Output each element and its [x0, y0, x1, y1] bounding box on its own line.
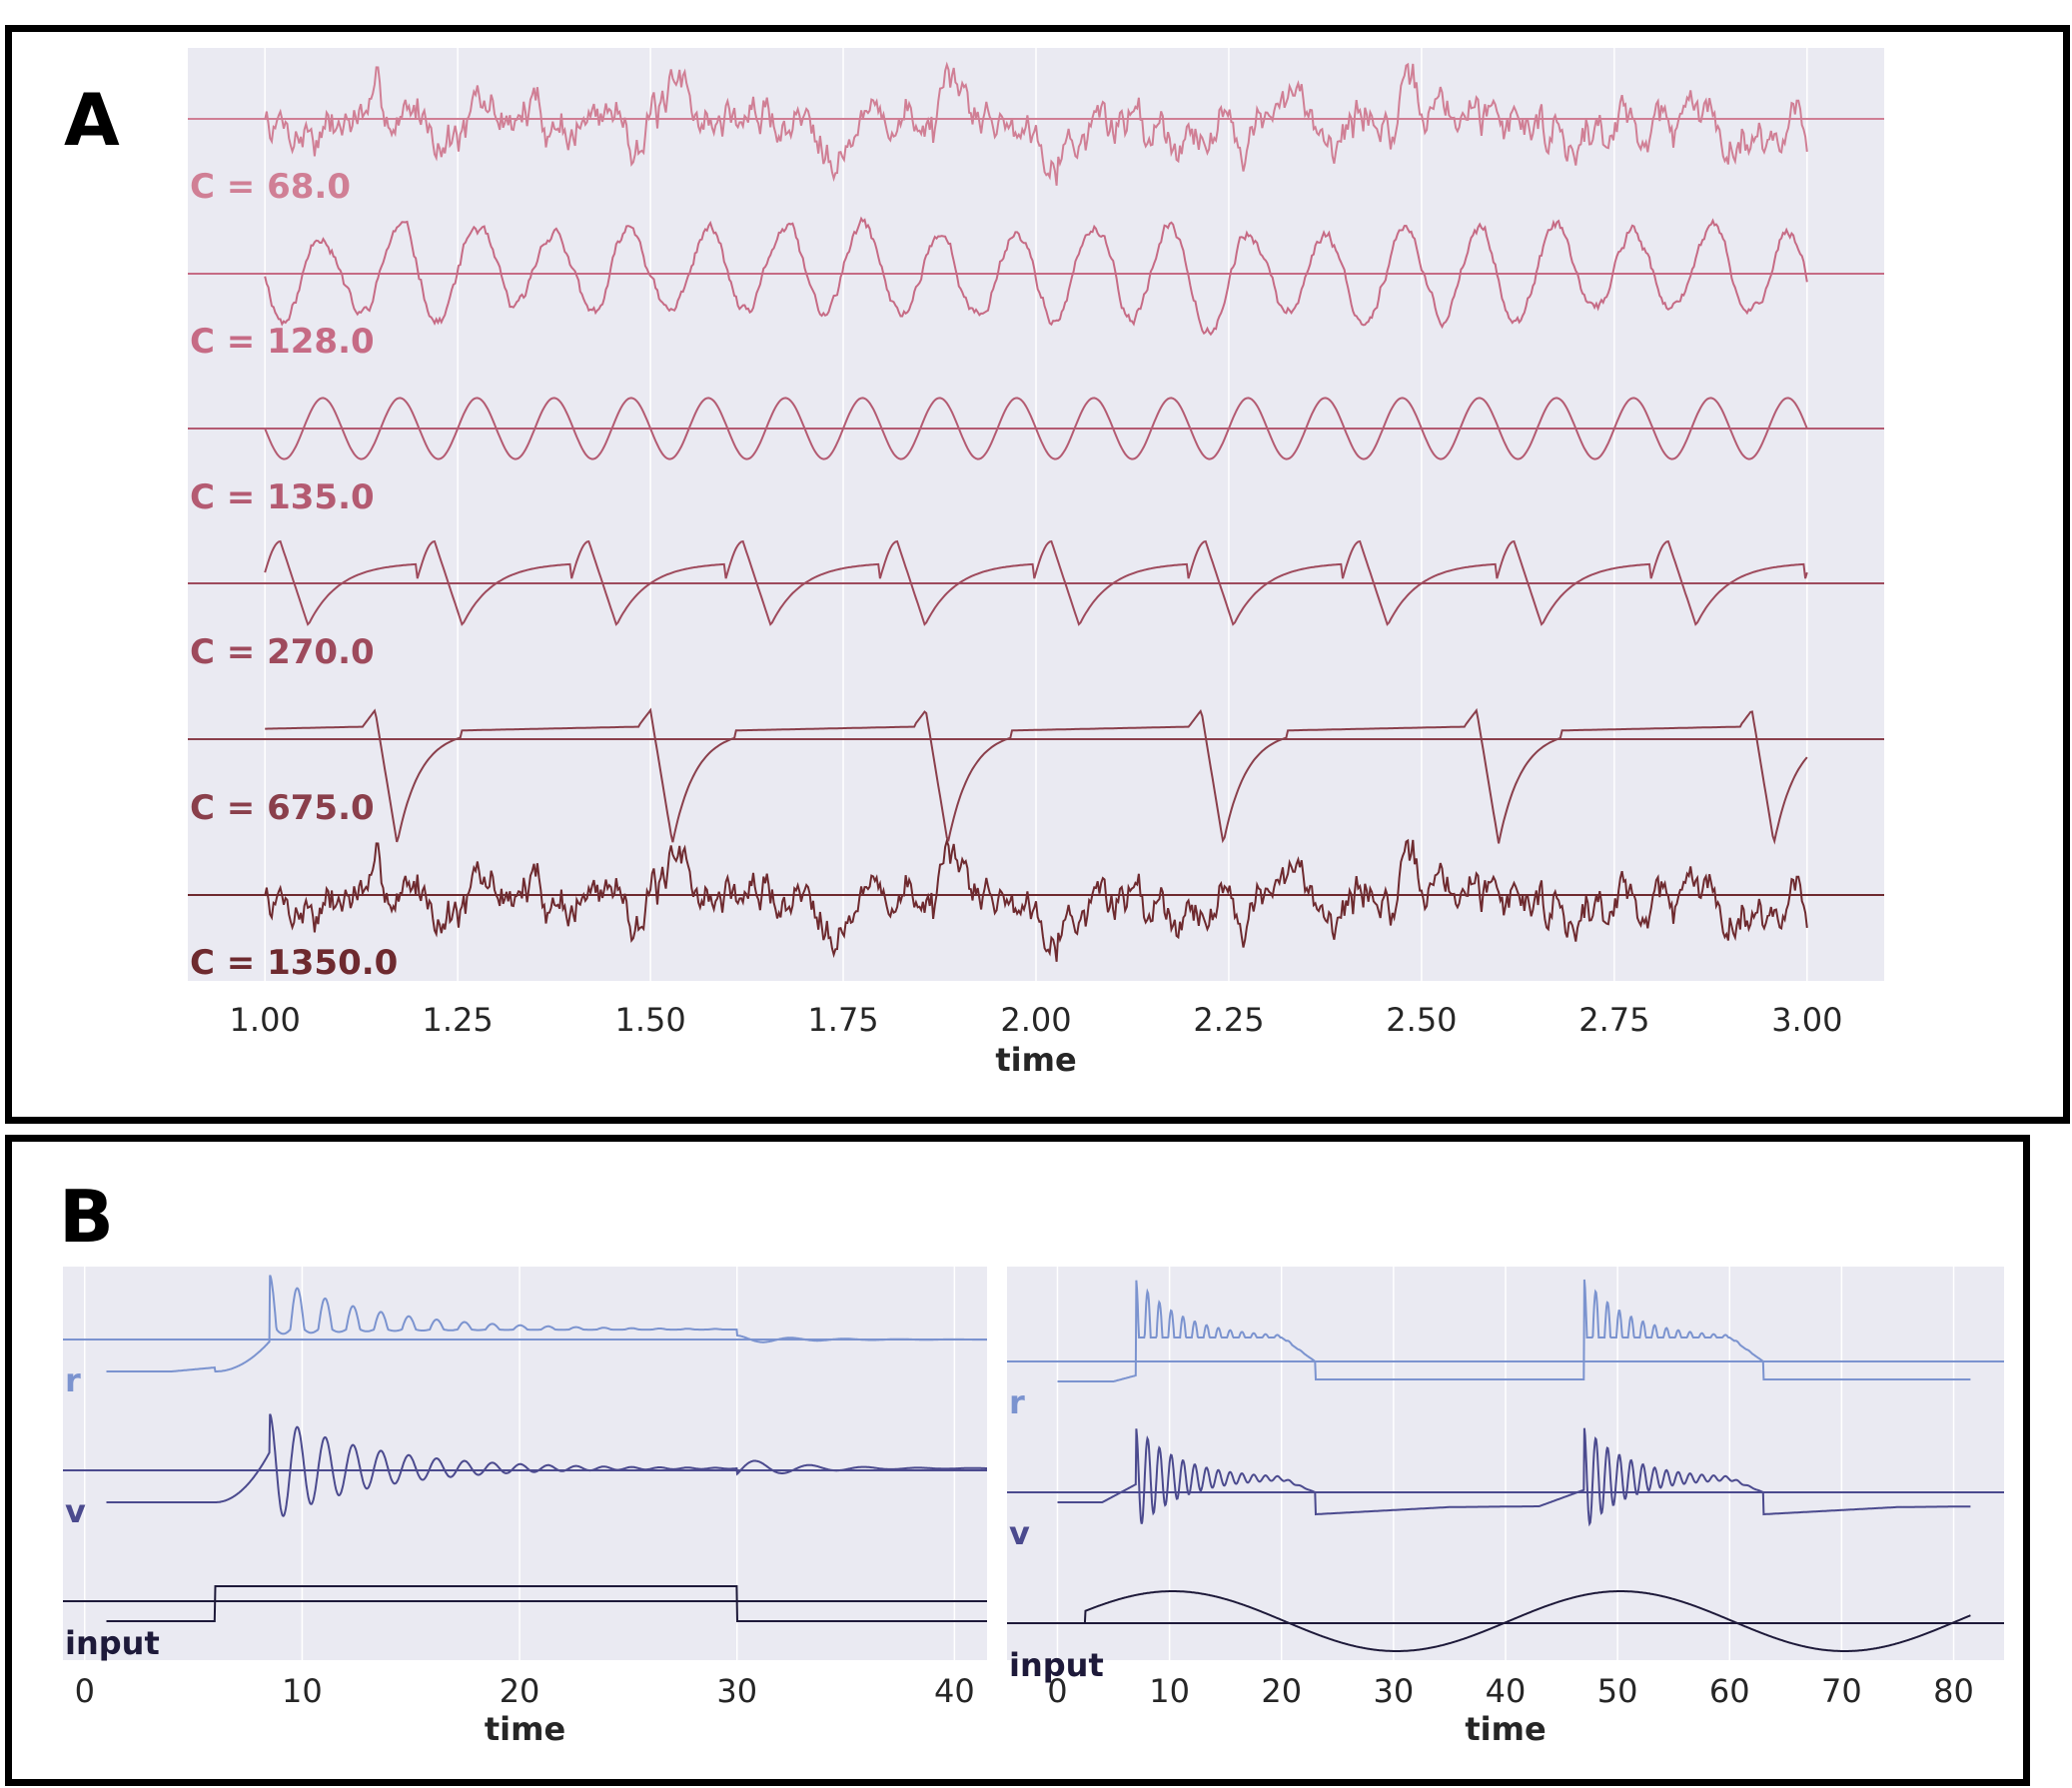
chart-b-right-v-label: v: [1009, 1514, 1030, 1552]
chart-a-x-tick-label: 1.25: [423, 1001, 494, 1039]
chart-a-x-tick-label: 1.50: [614, 1001, 685, 1039]
panel-b-letter: B: [59, 1175, 114, 1259]
chart-b-right-x-tick-label: 70: [1821, 1672, 1862, 1710]
chart-b-left-v-line: [106, 1413, 987, 1517]
chart-a-series-line: [264, 837, 1808, 962]
chart-a-series-line: [264, 539, 1808, 626]
chart-b-left-x-tick-label: 0: [75, 1672, 95, 1710]
chart-b-right-x-tick-label: 10: [1149, 1672, 1190, 1710]
chart-b-left-x-axis-label: time: [485, 1710, 565, 1748]
chart-b-right-x-tick-label: 60: [1709, 1672, 1750, 1710]
chart-a-x-tick-label: 2.75: [1578, 1001, 1649, 1039]
chart-b-right-x-tick-label: 30: [1374, 1672, 1415, 1710]
chart-b-left-x-tick-label: 40: [934, 1672, 975, 1710]
chart-b-right-input-label: input: [1009, 1646, 1104, 1684]
chart-b-right-x-tick-label: 50: [1597, 1672, 1638, 1710]
chart-a-series-label: C = 270.0: [190, 632, 375, 672]
chart-b-right-x-tick-label: 20: [1261, 1672, 1302, 1710]
chart-b-right-x-tick-label: 40: [1486, 1672, 1527, 1710]
chart-b-left-x-tick-label: 20: [500, 1672, 540, 1710]
panel-a-letter: A: [64, 78, 120, 162]
chart-a-x-tick-label: 2.00: [1000, 1001, 1071, 1039]
chart-a-series-label: C = 128.0: [190, 322, 375, 362]
chart-a-x-tick-label: 1.75: [807, 1001, 878, 1039]
chart-a-series-line: [265, 707, 1808, 845]
chart-a-series-label: C = 68.0: [190, 167, 351, 207]
chart-b-right-x-tick-label: 80: [1933, 1672, 1974, 1710]
chart-b-left-v-label: v: [65, 1492, 86, 1530]
chart-a-x-tick-label: 1.00: [230, 1001, 301, 1039]
chart-a-series-label: C = 675.0: [190, 788, 375, 828]
chart-a-series-label: C = 1350.0: [190, 943, 398, 983]
chart-b-right-x-axis-label: time: [1465, 1710, 1546, 1748]
chart-a-series-line: [264, 216, 1808, 337]
chart-a-x-tick-label: 3.00: [1771, 1001, 1842, 1039]
chart-b-left-x-tick-label: 30: [716, 1672, 757, 1710]
chart-b-left-input-label: input: [65, 1624, 160, 1662]
chart-b-left-r-label: r: [65, 1361, 81, 1399]
chart-b-right-r-label: r: [1009, 1383, 1025, 1421]
chart-a-x-tick-label: 2.25: [1193, 1001, 1264, 1039]
chart-b-right-r-line: [1057, 1279, 1971, 1382]
chart-b-right-input-line: [1057, 1590, 1971, 1652]
chart-b-left-plot-area: [63, 1267, 987, 1660]
chart-b-left-x-tick-label: 10: [282, 1672, 323, 1710]
chart-a-series-line: [264, 397, 1808, 460]
chart-b-left-input-line: [106, 1585, 987, 1622]
chart-a-x-tick-label: 2.50: [1386, 1001, 1457, 1039]
chart-b-right-x-tick-label: 0: [1047, 1672, 1067, 1710]
chart-b-right-v-line: [1057, 1427, 1971, 1527]
chart-a-x-axis-label: time: [995, 1041, 1076, 1079]
chart-a-series-label: C = 135.0: [190, 477, 375, 517]
chart-b-left-r-line: [106, 1275, 987, 1372]
chart-a-series-line: [264, 61, 1808, 186]
